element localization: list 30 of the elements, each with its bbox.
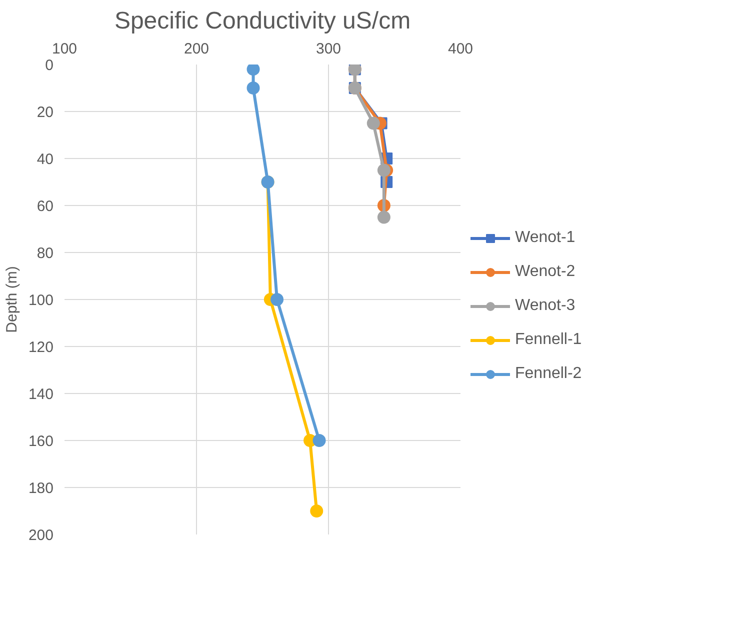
y-tick-label: 180: [28, 480, 54, 497]
y-tick-label: 20: [36, 104, 54, 121]
y-tick-label: 160: [28, 433, 54, 450]
y-tick-label: 120: [28, 339, 54, 356]
point: [310, 504, 324, 518]
y-tick-label: 140: [28, 386, 54, 403]
y-tick-label: 200: [28, 527, 54, 544]
x-tick-label: 300: [316, 40, 342, 58]
point: [246, 82, 260, 94]
point: [377, 164, 390, 177]
point: [377, 210, 390, 224]
legend-label: Wenot-1: [515, 229, 576, 247]
x-tick-label: 200: [184, 40, 210, 58]
y-tick-label: 0: [45, 57, 54, 74]
legend-label: Wenot-2: [515, 263, 576, 281]
y-tick-label: 100: [28, 292, 54, 309]
point: [246, 64, 260, 76]
point: [366, 116, 380, 130]
legend-label: Fennell-2: [515, 365, 582, 383]
legend-label: Wenot-3: [515, 297, 576, 315]
legend-label: Fennell-1: [515, 331, 582, 349]
y-tick-label: 40: [36, 151, 54, 168]
y-tick-label: 80: [36, 245, 54, 262]
y-axis-title: Depth (m): [3, 266, 20, 333]
point: [312, 434, 326, 447]
x-tick-label: 400: [448, 40, 474, 58]
x-tick-label: 100: [52, 40, 78, 58]
y-tick-label: 60: [36, 198, 54, 215]
chart-title: Specific Conductivity uS/cm: [114, 8, 411, 34]
point: [270, 293, 284, 306]
